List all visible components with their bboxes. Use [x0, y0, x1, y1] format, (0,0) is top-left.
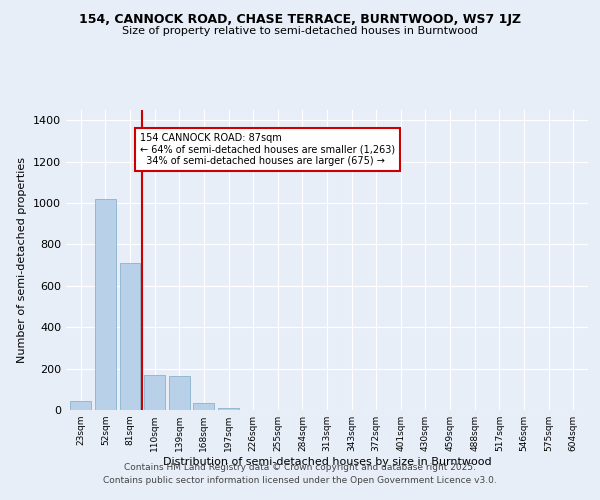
Bar [70, 400, 91, 410]
Text: 154 CANNOCK ROAD: 87sqm
← 64% of semi-detached houses are smaller (1,263)
  34% : 154 CANNOCK ROAD: 87sqm ← 64% of semi-de… [140, 133, 395, 166]
Bar [144, 375, 165, 410]
Text: 154, CANNOCK ROAD, CHASE TERRACE, BURNTWOOD, WS7 1JZ: 154, CANNOCK ROAD, CHASE TERRACE, BURNTW… [79, 12, 521, 26]
Text: Size of property relative to semi-detached houses in Burntwood: Size of property relative to semi-detach… [122, 26, 478, 36]
X-axis label: Distribution of semi-detached houses by size in Burntwood: Distribution of semi-detached houses by … [163, 457, 491, 467]
Text: Contains public sector information licensed under the Open Government Licence v3: Contains public sector information licen… [103, 476, 497, 485]
Bar [218, 408, 239, 410]
Bar [193, 403, 214, 410]
Bar [169, 376, 190, 410]
Bar [119, 263, 140, 410]
Bar [95, 199, 116, 410]
Y-axis label: Number of semi-detached properties: Number of semi-detached properties [17, 157, 28, 363]
Text: Contains HM Land Registry data © Crown copyright and database right 2025.: Contains HM Land Registry data © Crown c… [124, 464, 476, 472]
